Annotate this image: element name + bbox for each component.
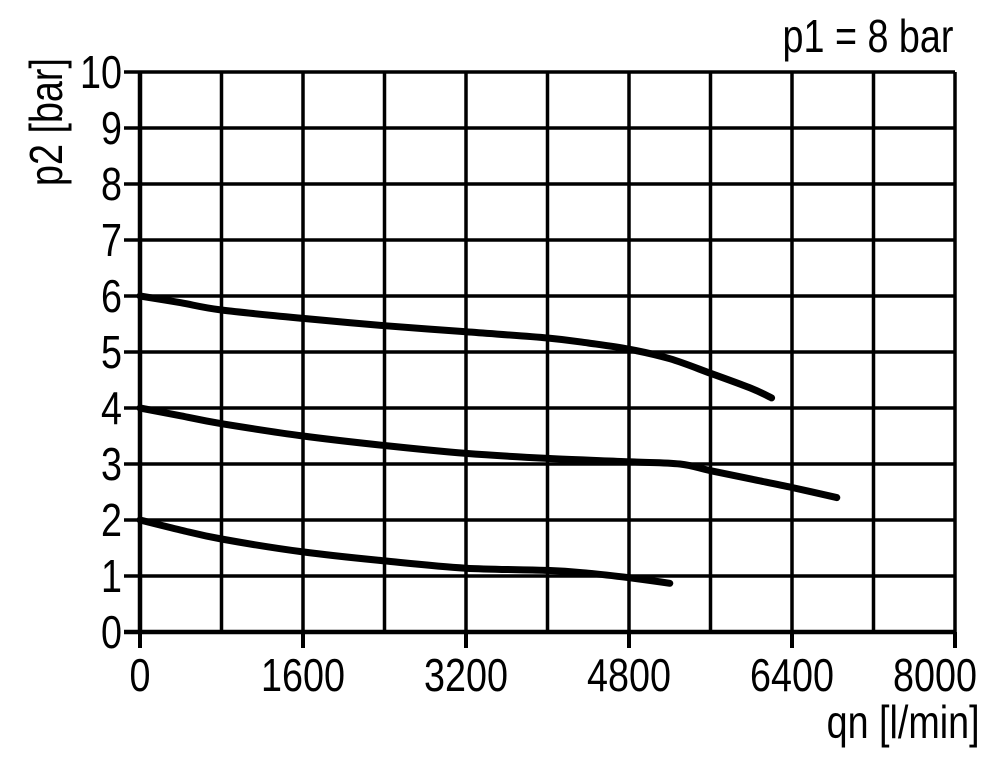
y-tick-label: 10 bbox=[80, 46, 122, 98]
y-tick-label: 7 bbox=[101, 214, 122, 266]
y-tick-label: 4 bbox=[101, 382, 122, 434]
y-tick-label: 1 bbox=[101, 550, 122, 602]
series-curve-4bar bbox=[136, 404, 841, 502]
y-tick-label: 2 bbox=[101, 494, 122, 546]
annotation-p1: p1 = 8 bar bbox=[782, 10, 953, 62]
x-tick-label: 4800 bbox=[587, 649, 671, 701]
y-tick-label: 8 bbox=[101, 158, 122, 210]
y-tick-label: 9 bbox=[101, 102, 122, 154]
x-tick-label: 0 bbox=[129, 649, 151, 701]
x-tick-label: 6400 bbox=[750, 649, 834, 701]
series-curve-6bar bbox=[136, 292, 776, 402]
series-curve-2bar bbox=[136, 516, 674, 587]
y-tick-label: 6 bbox=[101, 270, 122, 322]
x-tick-label: 1600 bbox=[261, 649, 345, 701]
y-tick-label: 0 bbox=[101, 606, 122, 658]
x-tick-label: 3200 bbox=[424, 649, 508, 701]
x-axis-label: qn [l/min] bbox=[826, 696, 980, 748]
y-tick-label: 3 bbox=[101, 438, 122, 490]
y-tick-label: 5 bbox=[101, 326, 122, 378]
x-tick-label: 8000 bbox=[893, 649, 977, 701]
